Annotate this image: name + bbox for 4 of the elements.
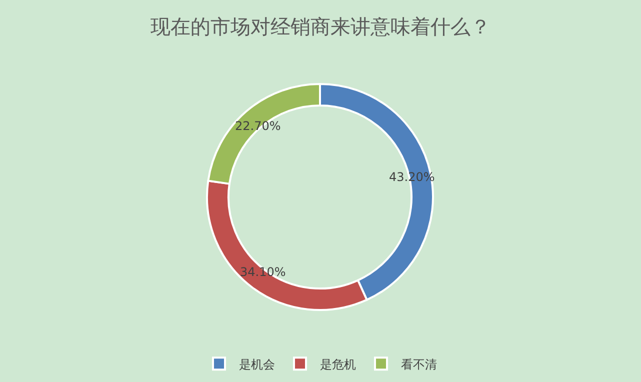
- chart-title: 现在的市场对经销商来讲意味着什么？: [150, 14, 490, 39]
- legend-label: 是机会: [239, 357, 275, 372]
- legend-label: 是危机: [320, 357, 356, 372]
- legend-label: 看不清: [401, 357, 437, 372]
